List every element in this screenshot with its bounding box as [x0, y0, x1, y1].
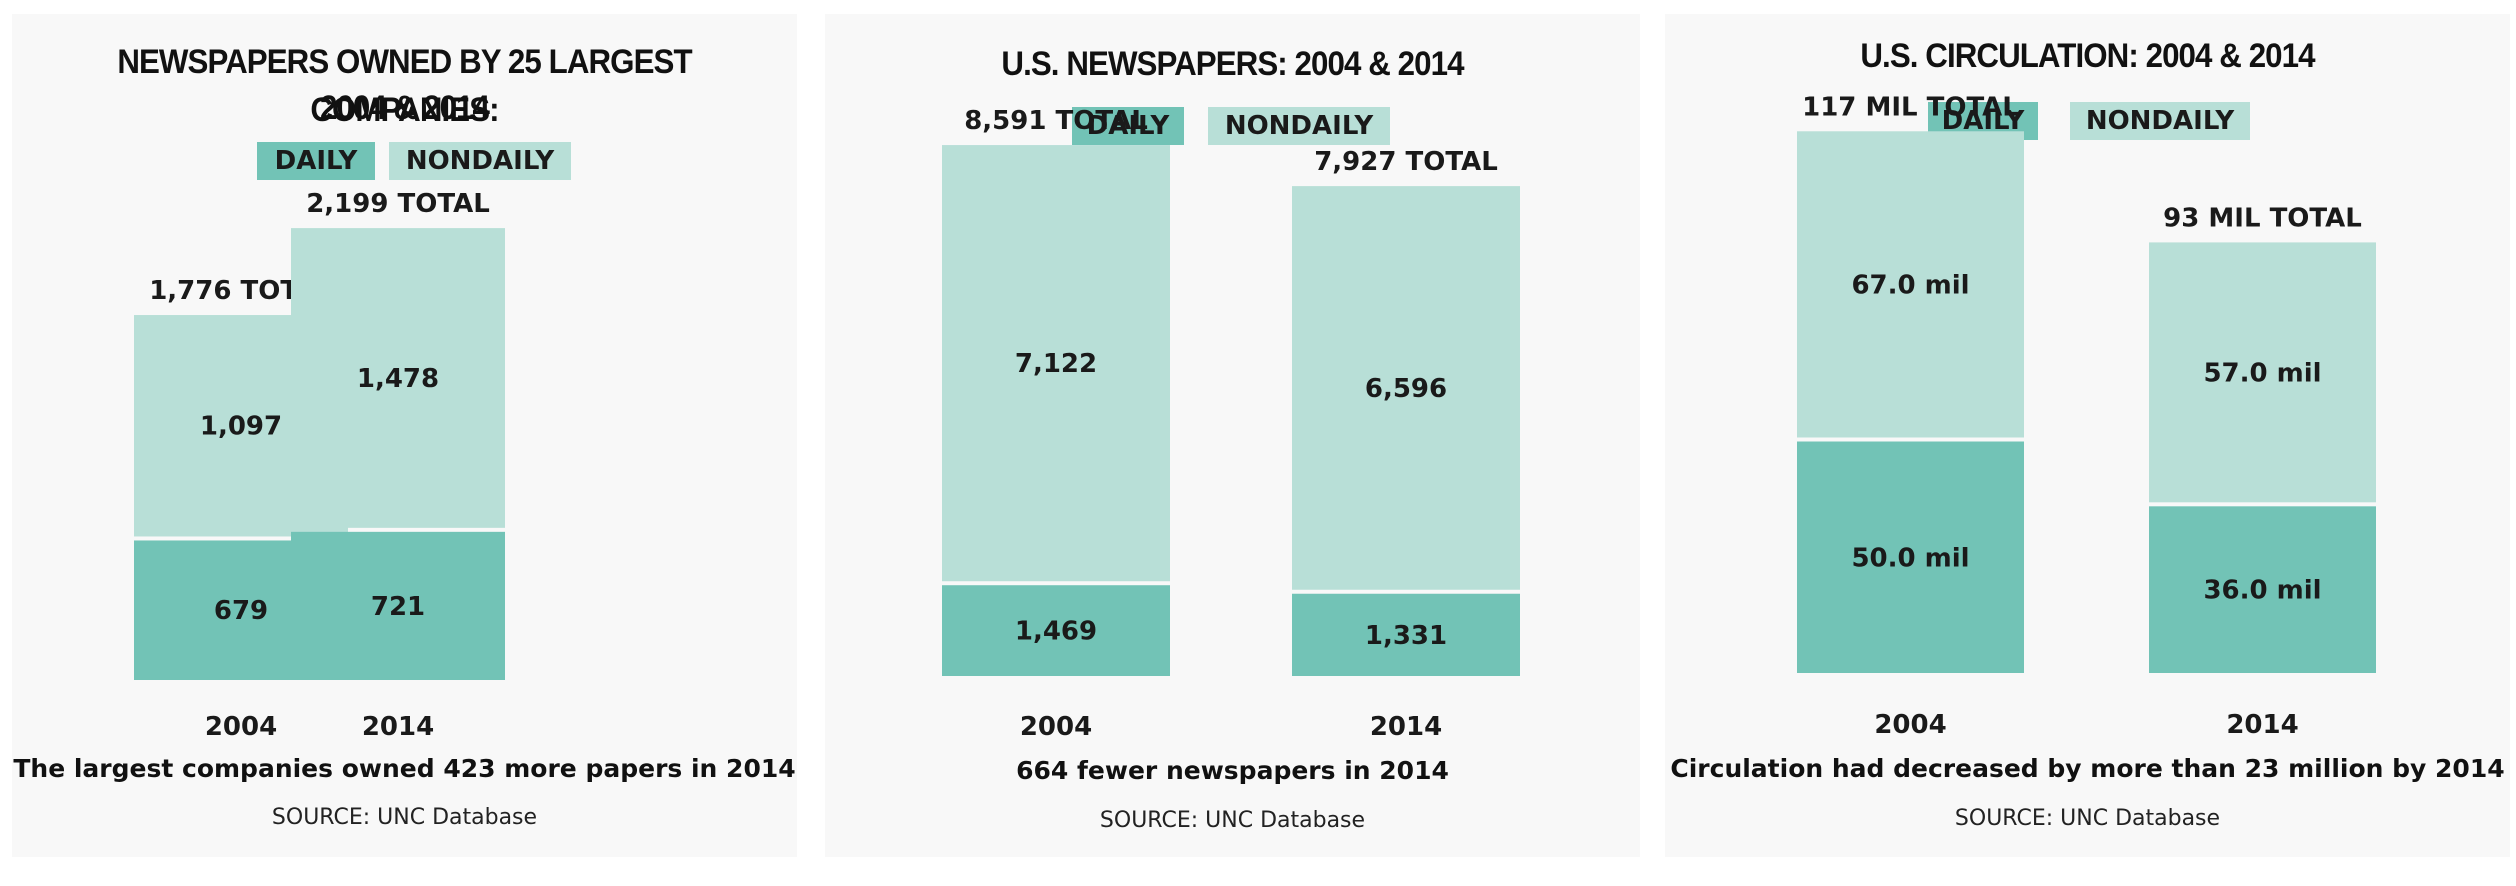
data-label-daily-2004: 1,469 — [1015, 617, 1097, 647]
total-label-2004: 8,591 TOTAL — [964, 106, 1148, 136]
x-tick-label-2004: 2004 — [205, 712, 277, 742]
legend-nondaily: NONDAILY — [1208, 107, 1390, 145]
bar-daily-2004 — [1797, 441, 2024, 673]
bar-nondaily-2014 — [1292, 186, 1520, 590]
chart-title-line-2: 2004 & 2014 — [319, 89, 490, 127]
total-label-2014: 7,927 TOTAL — [1314, 147, 1498, 177]
bar-nondaily-2004 — [1797, 131, 2024, 438]
data-label-daily-2014: 1,331 — [1365, 621, 1447, 651]
chart-panel-circulation: U.S. CIRCULATION: 2004 & 2014 DAILY NOND… — [1665, 14, 2510, 857]
chart-caption: Circulation had decreased by more than 2… — [1670, 754, 2505, 783]
data-label-daily-2004: 679 — [214, 596, 268, 626]
data-label-nondaily-2014: 1,478 — [357, 364, 439, 394]
stacked-bar-chart: 50.0 mil 67.0 mil 117 MIL TOTAL 2004 36.0 mi… — [1797, 92, 2376, 740]
data-label-nondaily-2014: 57.0 mil — [2203, 358, 2321, 388]
bar-daily-2014 — [2149, 506, 2376, 673]
x-tick-label-2014: 2014 — [1370, 712, 1442, 742]
chart-panel-newspapers: U.S. NEWSPAPERS: 2004 & 2014 DAILY NONDA… — [825, 14, 1640, 857]
bar-daily-2014 — [291, 531, 505, 680]
legend-nondaily: NONDAILY — [2070, 102, 2250, 140]
chart-source: SOURCE: UNC Database — [1099, 808, 1366, 833]
data-label-nondaily-2004: 7,122 — [1015, 349, 1097, 379]
total-label-2014: 2,199 TOTAL — [306, 189, 490, 219]
data-label-daily-2014: 36.0 mil — [2203, 576, 2321, 606]
stacked-bar-chart: 1,469 7,122 8,591 TOTAL 2004 1,331 6,596 7,927… — [942, 106, 1520, 742]
data-label-nondaily-2004: 67.0 mil — [1851, 270, 1969, 300]
bar-nondaily-2014 — [291, 228, 505, 528]
bar-daily-2004 — [942, 585, 1170, 676]
chart-panel-companies: NEWSPAPERS OWNED BY 25 LARGEST COMPANIES… — [12, 14, 797, 857]
x-tick-label-2014: 2014 — [362, 712, 434, 742]
bar-daily-2014 — [1292, 593, 1520, 676]
total-label-2014: 93 MIL TOTAL — [2163, 203, 2362, 233]
legend-daily: DAILY — [257, 142, 375, 180]
data-label-nondaily-2014: 6,596 — [1365, 374, 1447, 404]
data-label-daily-2014: 721 — [371, 592, 425, 622]
x-tick-label-2014: 2014 — [2226, 710, 2298, 740]
x-tick-label-2004: 2004 — [1874, 710, 1946, 740]
bar-nondaily-2004 — [942, 145, 1170, 582]
chart-caption: The largest companies owned 423 more pap… — [13, 754, 796, 783]
data-label-nondaily-2004: 1,097 — [200, 412, 282, 442]
chart-caption: 664 fewer newspapers in 2014 — [1016, 756, 1449, 785]
bar-nondaily-2014 — [2149, 242, 2376, 503]
legend-nondaily: NONDAILY — [389, 142, 571, 180]
chart-title-line-1: U.S. NEWSPAPERS: 2004 & 2014 — [1001, 45, 1464, 83]
chart-source: SOURCE: UNC Database — [1954, 806, 2221, 831]
legend-daily: DAILY — [1072, 107, 1184, 145]
chart-source: SOURCE: UNC Database — [271, 805, 538, 830]
chart-title-line-1: NEWSPAPERS OWNED BY 25 LARGEST COMPANIES… — [117, 43, 692, 129]
total-label-2004: 117 MIL TOTAL — [1802, 92, 2019, 122]
x-tick-label-2004: 2004 — [1020, 712, 1092, 742]
chart-title-line-1: U.S. CIRCULATION: 2004 & 2014 — [1860, 37, 2315, 75]
data-label-daily-2004: 50.0 mil — [1851, 543, 1969, 573]
